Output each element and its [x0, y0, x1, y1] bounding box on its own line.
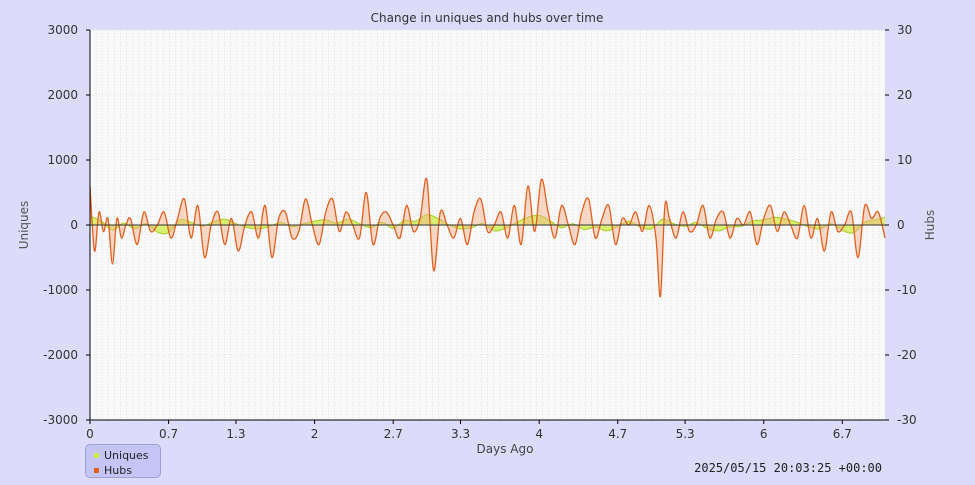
uniques-series	[89, 214, 886, 235]
hubs-line	[89, 177, 886, 298]
legend-label-hubs: Hubs	[104, 464, 132, 477]
x-tick-label: 2.7	[384, 427, 403, 441]
x-tick-label: 5.3	[676, 427, 695, 441]
x-tick-label: 0.7	[159, 427, 178, 441]
y-tick-label-left: 0	[70, 218, 78, 232]
y-tick-label-right: 0	[897, 218, 905, 232]
y-tick-label-left: 2000	[47, 88, 78, 102]
y-tick-label-left: 1000	[47, 153, 78, 167]
hubs-series	[89, 177, 886, 298]
x-tick-label: 1.3	[226, 427, 245, 441]
y-tick-label-right: -10	[897, 283, 917, 297]
x-tick-label: 4	[535, 427, 543, 441]
x-tick-label: 3.3	[451, 427, 470, 441]
y-tick-label-left: 3000	[47, 23, 78, 37]
legend-item-hubs: Hubs	[94, 463, 160, 478]
y-tick-label-right: -30	[897, 413, 917, 427]
y-tick-label-right: 10	[897, 153, 912, 167]
uniques-line	[89, 214, 886, 235]
uniques-swatch	[94, 453, 99, 458]
y-tick-label-left: -2000	[43, 348, 78, 362]
x-axis-label: Days Ago	[477, 442, 534, 456]
y-axis-label-right: Hubs	[923, 210, 937, 241]
legend-label-uniques: Uniques	[104, 449, 149, 462]
y-tick-label-left: -1000	[43, 283, 78, 297]
x-tick-label: 4.7	[608, 427, 627, 441]
y-tick-label-right: -20	[897, 348, 917, 362]
legend: Uniques Hubs	[85, 444, 161, 478]
x-tick-label: 6	[760, 427, 768, 441]
hubs-swatch	[94, 468, 99, 473]
chart-title: Change in uniques and hubs over time	[371, 11, 604, 25]
y-axis-label-left: Uniques	[17, 201, 31, 250]
x-tick-label: 2	[311, 427, 319, 441]
x-tick-label: 6.7	[833, 427, 852, 441]
legend-item-uniques: Uniques	[94, 448, 160, 463]
y-tick-label-right: 20	[897, 88, 912, 102]
y-tick-label-right: 30	[897, 23, 912, 37]
x-tick-label: 0	[86, 427, 94, 441]
tick-labels: 3000200010000-1000-2000-30003020100-10-2…	[43, 23, 916, 441]
y-tick-label-left: -3000	[43, 413, 78, 427]
timestamp: 2025/05/15 20:03:25 +00:00	[694, 461, 882, 475]
